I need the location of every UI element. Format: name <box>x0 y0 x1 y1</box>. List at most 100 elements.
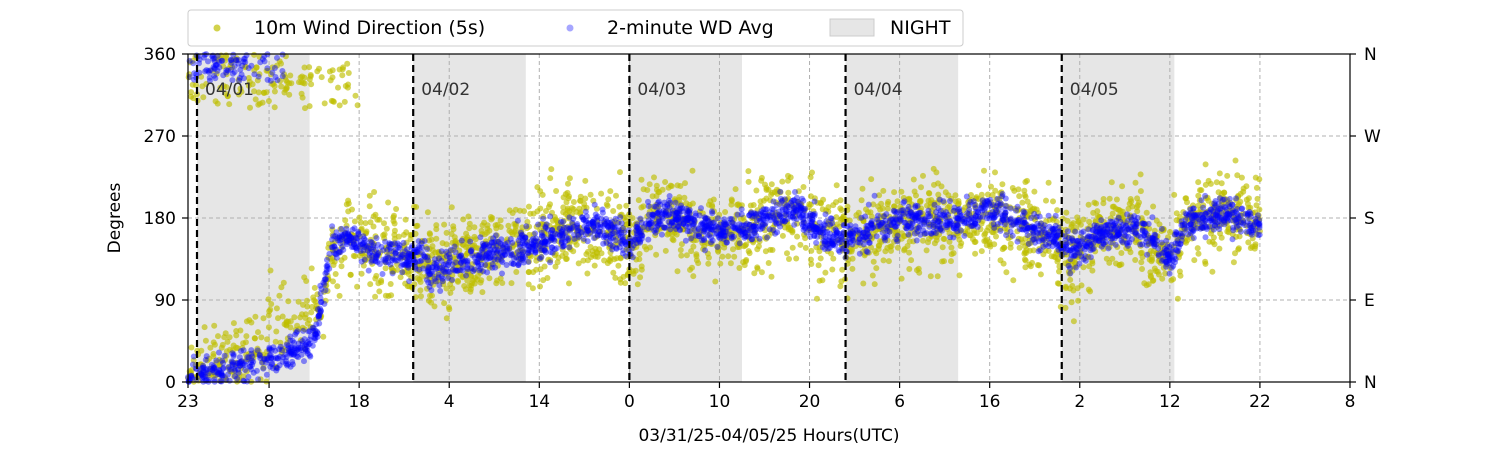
series-1-point <box>862 213 869 220</box>
series-1-point <box>205 370 212 377</box>
series-0-point <box>901 247 908 254</box>
series-0-point <box>1089 267 1096 274</box>
series-0-point <box>668 183 675 190</box>
series-0-point <box>605 196 612 203</box>
series-1-point <box>1177 241 1184 247</box>
series-0-point <box>391 231 398 238</box>
series-0-point <box>1137 188 1144 195</box>
series-0-point <box>837 283 844 290</box>
series-0-point <box>383 245 390 252</box>
series-0-point <box>210 339 217 346</box>
series-0-point <box>972 204 979 211</box>
series-0-point <box>814 295 820 302</box>
series-1-point <box>799 195 805 202</box>
series-0-point <box>548 166 555 173</box>
series-1-point <box>329 236 336 243</box>
series-0-point <box>637 274 644 281</box>
series-0-point <box>610 208 617 214</box>
series-0-point <box>1143 209 1150 216</box>
series-0-point <box>526 231 533 238</box>
series-0-point <box>1171 231 1178 238</box>
series-0-point <box>563 199 570 206</box>
series-0-point <box>807 174 814 181</box>
series-0-point <box>1108 179 1115 186</box>
series-0-point <box>287 72 294 79</box>
series-0-point <box>1107 215 1114 222</box>
series-0-point <box>1218 234 1225 241</box>
series-0-point <box>566 175 573 182</box>
series-1-point <box>1139 227 1146 234</box>
series-0-point <box>553 188 560 194</box>
series-0-point <box>264 348 270 355</box>
series-0-point <box>638 176 645 183</box>
series-1-point <box>264 65 271 72</box>
series-0-point <box>302 315 309 321</box>
series-0-point <box>387 281 394 287</box>
series-0-point <box>321 100 328 107</box>
series-0-point <box>427 231 433 238</box>
series-0-point <box>1256 176 1263 183</box>
series-0-point <box>211 322 218 329</box>
series-0-point <box>868 244 874 251</box>
series-0-point <box>1200 202 1207 209</box>
series-0-point <box>859 185 866 192</box>
series-0-point <box>311 297 318 304</box>
series-0-point <box>925 239 931 246</box>
series-0-point <box>1029 259 1036 266</box>
series-1-point <box>276 346 283 353</box>
series-1-point <box>456 253 463 260</box>
series-1-point <box>470 268 477 275</box>
series-0-point <box>207 366 214 372</box>
series-0-point <box>779 178 786 185</box>
series-0-point <box>272 338 279 345</box>
series-0-point <box>644 213 651 220</box>
series-0-point <box>906 238 913 245</box>
series-0-point <box>565 180 571 187</box>
series-1-point <box>810 211 816 218</box>
series-0-point <box>789 244 796 251</box>
series-1-point <box>1230 227 1237 234</box>
series-0-point <box>302 105 308 112</box>
series-1-point <box>248 347 255 354</box>
series-0-point <box>911 188 918 195</box>
series-1-point <box>825 245 832 252</box>
series-0-point <box>302 345 308 352</box>
series-0-point <box>1209 268 1216 275</box>
series-1-point <box>530 238 537 245</box>
series-0-point <box>1086 263 1093 270</box>
series-1-point <box>329 223 336 230</box>
series-1-point <box>1080 228 1087 235</box>
series-0-point <box>999 181 1006 188</box>
series-0-point <box>750 202 757 208</box>
series-1-point <box>767 217 774 224</box>
series-0-point <box>202 337 209 344</box>
series-1-point <box>999 191 1006 197</box>
series-0-point <box>1245 195 1252 202</box>
series-0-point <box>869 272 876 279</box>
series-1-point <box>1021 209 1028 216</box>
series-1-point <box>202 68 209 75</box>
series-0-point <box>271 104 278 111</box>
series-1-point <box>437 288 444 294</box>
series-0-point <box>316 65 322 72</box>
series-0-point <box>797 241 804 248</box>
series-0-point <box>1194 245 1201 252</box>
series-1-point <box>1244 210 1251 217</box>
series-0-point <box>1037 271 1044 278</box>
series-0-point <box>341 98 348 105</box>
series-0-point <box>1165 234 1171 241</box>
series-0-point <box>756 214 762 221</box>
series-0-point <box>336 66 343 73</box>
series-0-point <box>908 257 915 264</box>
series-0-point <box>1045 240 1052 247</box>
series-0-point <box>634 281 641 288</box>
series-0-point <box>1030 247 1037 254</box>
series-0-point <box>497 217 504 224</box>
series-1-point <box>358 258 365 265</box>
series-1-point <box>1051 229 1058 235</box>
series-1-point <box>1128 236 1135 243</box>
series-0-point <box>1186 232 1193 238</box>
series-0-point <box>1069 282 1076 289</box>
series-0-point <box>382 292 389 299</box>
series-0-point <box>505 222 512 229</box>
